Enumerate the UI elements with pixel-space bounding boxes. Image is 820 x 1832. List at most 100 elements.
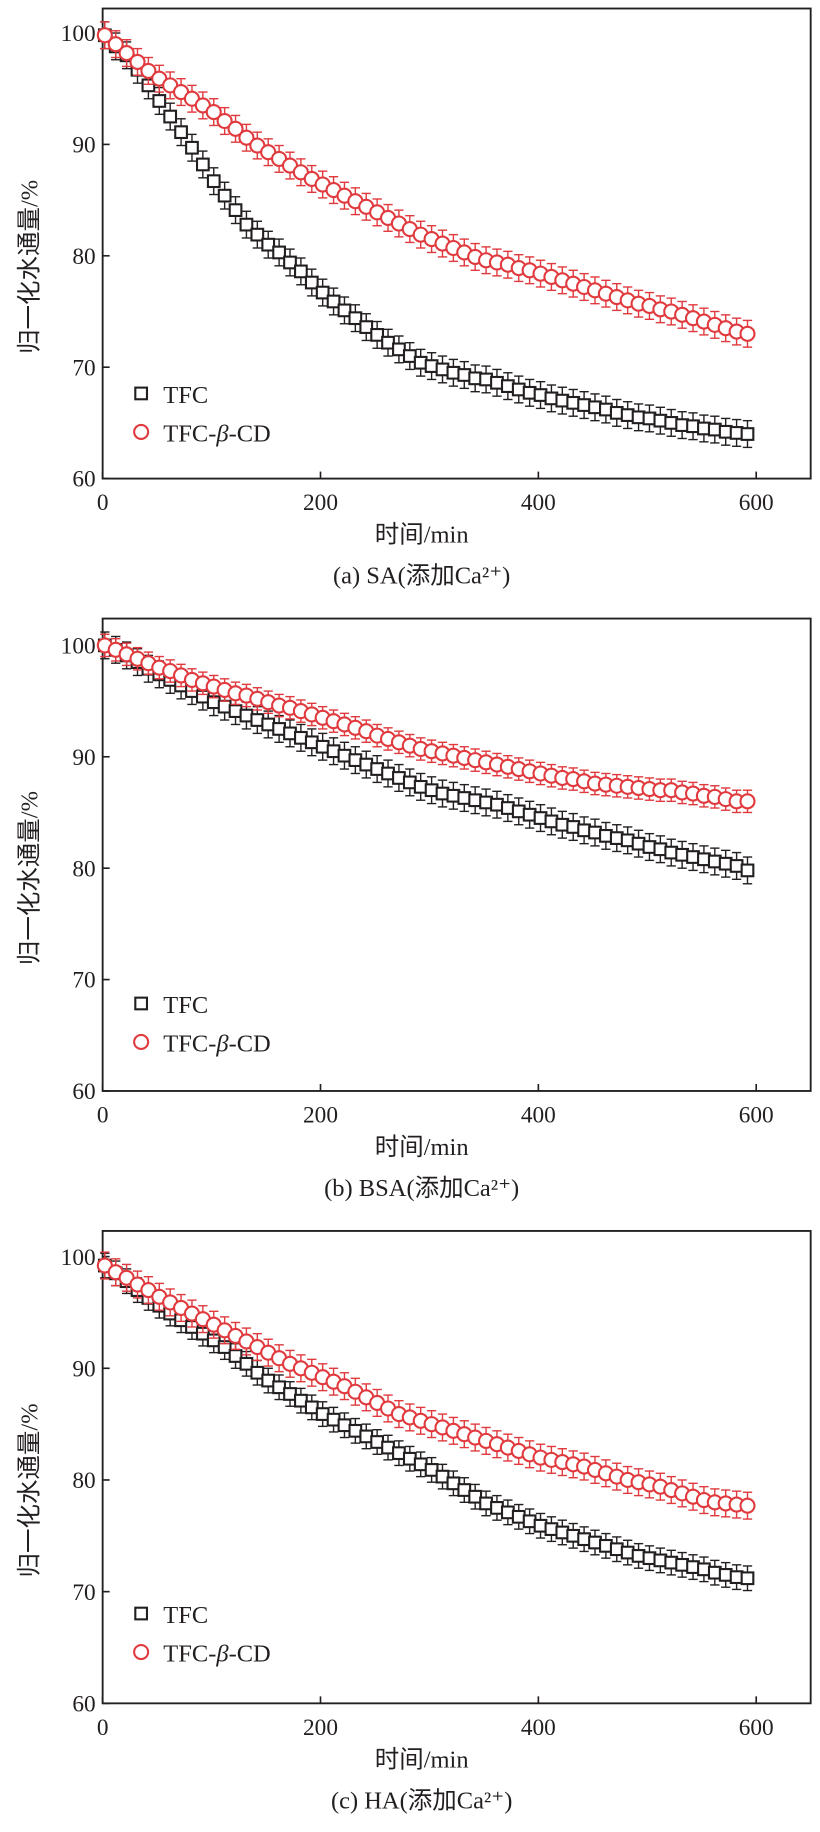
chart-panel-a: 60 70 80 90 100 0 200 400 600 时间/min 归一化水通量/% (a) S…: [15, 7, 812, 590]
legend-label-beta: β: [215, 420, 229, 447]
data-point: [107, 36, 124, 53]
legend-marker-square: [134, 1606, 149, 1621]
y-tick-label: 90: [72, 1356, 95, 1382]
y-tick-label: 60: [72, 467, 95, 493]
legend-label: TFC: [163, 1602, 208, 1629]
x-tick-label: 0: [97, 1102, 109, 1128]
legend-label: TFC: [163, 992, 208, 1019]
data-point: [739, 1497, 756, 1514]
legend-marker-circle: [133, 1643, 150, 1661]
legend-label-prefix: TFC-: [163, 420, 216, 447]
data-point: [739, 793, 756, 810]
data-point: [250, 1365, 265, 1380]
legend-label: TFC: [163, 382, 208, 409]
data-point: [205, 104, 222, 121]
y-tick-label: 80: [72, 856, 95, 882]
legend-label-beta: β: [215, 1030, 229, 1057]
legend-label-beta: β: [215, 1640, 229, 1667]
y-axis-label: 归一化水通量/%: [15, 791, 43, 965]
x-tick-label: 0: [97, 490, 109, 516]
series-tfc-beta-cd: [96, 1251, 756, 1520]
x-tick-label: 600: [739, 1715, 774, 1741]
chart-panel-b: 60 70 80 90 100 0 200 400 600 时间/min 归一化水通量/% (b) B…: [15, 617, 812, 1202]
data-point: [359, 320, 374, 334]
series-tfc-beta-cd: [96, 21, 756, 348]
x-tick-label: 200: [303, 1715, 338, 1741]
y-tick-label: 100: [61, 21, 96, 47]
plot-frame: [101, 617, 812, 1092]
y-tick-label: 70: [72, 1580, 95, 1606]
legend-marker-circle: [133, 423, 150, 440]
legend-label-suffix: -CD: [229, 420, 271, 447]
data-point: [129, 53, 146, 71]
x-tick-label: 400: [521, 490, 556, 516]
data-point: [740, 863, 755, 878]
data-point: [304, 275, 319, 290]
legend-label-suffix: -CD: [229, 1030, 271, 1057]
legend-label-suffix: -CD: [229, 1640, 271, 1667]
data-point: [294, 264, 308, 279]
data-point: [195, 157, 210, 172]
series-tfc-beta-cd: [96, 633, 756, 814]
y-tick-label: 60: [72, 1692, 95, 1718]
y-tick-label: 60: [72, 1079, 95, 1105]
y-tick-label: 80: [72, 244, 95, 270]
y-tick-label: 90: [72, 133, 95, 159]
x-tick-label: 0: [97, 1715, 109, 1741]
chart-caption: (b) BSA(添加Ca²⁺): [324, 1174, 519, 1202]
data-point: [326, 294, 341, 309]
data-point: [348, 311, 363, 326]
data-point: [238, 129, 255, 146]
legend-marker-square: [134, 996, 149, 1011]
y-tick-label: 70: [72, 968, 95, 994]
data-point: [739, 325, 756, 342]
data-point: [228, 203, 243, 218]
y-tick-label: 70: [72, 355, 95, 381]
data-point: [152, 94, 167, 108]
data-point: [163, 109, 178, 124]
y-axis-label: 归一化水通量/%: [15, 180, 43, 354]
data-point: [206, 174, 221, 189]
data-point: [370, 328, 385, 342]
data-point: [250, 227, 265, 242]
legend-label-prefix: TFC-: [163, 1030, 216, 1057]
legend-marker-square: [134, 386, 149, 401]
data-point: [239, 1356, 254, 1371]
data-point: [228, 1349, 243, 1363]
plot-frame: [101, 7, 812, 480]
x-axis-label: 时间/min: [375, 521, 469, 549]
y-axis-label: 归一化水通量/%: [15, 1403, 43, 1577]
legend-label: TFC-β-CD: [163, 420, 270, 447]
legend-marker-circle: [133, 1033, 150, 1051]
data-point: [239, 217, 254, 232]
x-tick-label: 600: [739, 490, 774, 516]
x-tick-label: 400: [521, 1102, 556, 1128]
x-tick-label: 200: [303, 490, 338, 516]
y-tick-label: 100: [61, 1245, 96, 1271]
data-point: [337, 303, 352, 318]
chart-caption: (c) HA(添加Ca²⁺): [331, 1786, 512, 1814]
legend-label-prefix: TFC-: [163, 1640, 216, 1667]
data-point: [261, 237, 276, 252]
legend-label: TFC-β-CD: [163, 1640, 270, 1667]
x-tick-label: 400: [521, 1715, 556, 1741]
data-point: [227, 120, 244, 137]
legend-label: TFC-β-CD: [163, 1030, 270, 1057]
data-point: [272, 245, 286, 260]
data-point: [216, 112, 233, 130]
x-tick-label: 600: [739, 1102, 774, 1128]
x-axis-label: 时间/min: [375, 1133, 469, 1161]
x-axis-label: 时间/min: [375, 1745, 469, 1773]
data-point: [283, 255, 297, 270]
data-point: [140, 62, 157, 79]
data-point: [185, 140, 199, 155]
chart-panel-c: 60 70 80 90 100 0 200 400 600 时间/min 归一化水通量/% (c) H…: [15, 1230, 812, 1814]
plot-frame: [101, 1230, 812, 1705]
chart-caption: (a) SA(添加Ca²⁺): [333, 562, 510, 590]
y-tick-label: 100: [61, 634, 96, 660]
data-point: [96, 27, 113, 44]
data-point: [315, 285, 330, 300]
data-point: [740, 427, 755, 441]
data-point: [174, 125, 188, 140]
